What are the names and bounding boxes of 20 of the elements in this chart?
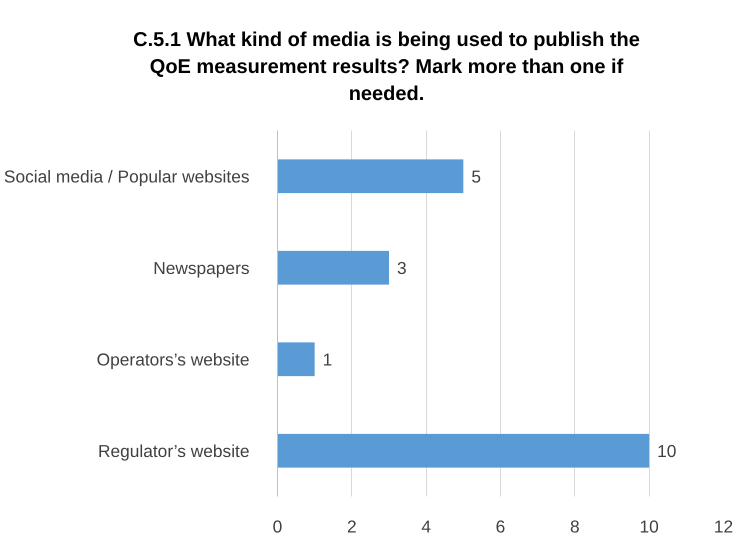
data-label: 5 [471,166,481,186]
bar [278,434,650,468]
x-tick-label: 10 [640,516,659,533]
bar [278,342,315,376]
data-label: 10 [657,440,676,461]
bar [278,250,389,285]
x-tick-label: 6 [496,516,506,533]
data-label: 1 [322,349,332,370]
x-tick-label: 12 [714,516,734,533]
chart-title: C.5.1 What kind of media is being used to publish the QoE measurement results? Mark more than one if needed. [132,28,641,107]
x-tick-label: 2 [347,516,357,533]
y-tick-label: Regulator’s website [98,440,250,461]
bar [278,159,464,194]
y-tick-label: Social media / Popular websites [4,166,250,186]
y-tick-label: Newspapers [153,258,250,278]
x-tick-label: 8 [570,516,580,533]
y-tick-label: Operators’s website [96,349,250,370]
x-tick-label: 0 [272,516,282,533]
data-label: 3 [397,258,407,278]
x-tick-label: 4 [421,516,432,533]
